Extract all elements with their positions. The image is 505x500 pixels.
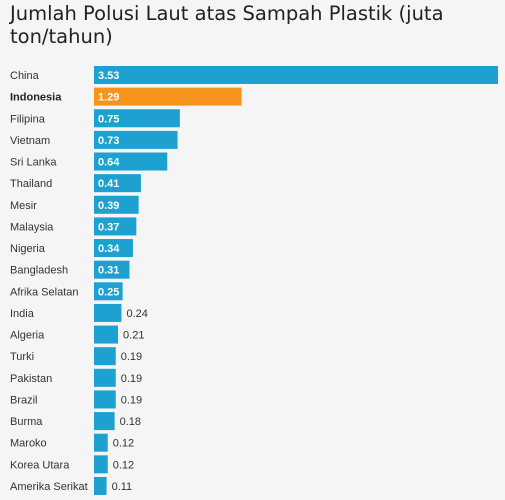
category-label-indonesia: Indonesia [10, 92, 62, 104]
category-label-mesir: Mesir [10, 200, 37, 212]
category-label-china: China [10, 70, 40, 82]
value-label-vietnam: 0.73 [98, 135, 119, 147]
category-label-india: India [10, 308, 35, 320]
bar-vietnam [94, 130, 178, 149]
value-label-amerika-serikat: 0.11 [112, 481, 133, 493]
category-label-brazil: Brazil [10, 394, 38, 406]
value-label-nigeria: 0.34 [98, 243, 120, 255]
value-label-brazil: 0.19 [121, 394, 142, 406]
category-label-maroko: Maroko [10, 438, 47, 450]
value-label-afrika-selatan: 0.25 [98, 286, 119, 298]
value-label-turki: 0.19 [121, 351, 142, 363]
value-label-burma: 0.18 [120, 416, 141, 428]
category-label-thailand: Thailand [10, 178, 52, 190]
bar-korea-utara [94, 455, 108, 474]
category-label-burma: Burma [10, 416, 43, 428]
value-label-pakistan: 0.19 [121, 373, 142, 385]
value-label-malaysia: 0.37 [98, 221, 119, 233]
category-label-nigeria: Nigeria [10, 243, 46, 255]
bar-china [94, 66, 498, 84]
bar-afrika-selatan [94, 282, 123, 301]
chart-title: Jumlah Polusi Laut atas Sampah Plastik (… [10, 2, 444, 48]
category-label-filipina: Filipina [10, 113, 46, 125]
value-label-china: 3.53 [98, 70, 119, 82]
category-label-afrika-selatan: Afrika Selatan [10, 286, 78, 298]
category-label-bangladesh: Bangladesh [10, 265, 68, 277]
category-label-amerika-serikat: Amerika Serikat [10, 481, 88, 493]
value-label-mesir: 0.39 [98, 200, 119, 212]
category-label-vietnam: Vietnam [10, 135, 50, 147]
bar-mesir [94, 195, 139, 214]
bar-algeria [94, 325, 119, 344]
bar-brazil [94, 390, 116, 409]
value-label-korea-utara: 0.12 [113, 459, 134, 471]
value-label-maroko: 0.12 [113, 438, 134, 450]
category-label-malaysia: Malaysia [10, 221, 54, 233]
bar-india [94, 303, 122, 322]
value-label-algeria: 0.21 [123, 330, 144, 342]
value-label-sri-lanka: 0.64 [98, 157, 120, 169]
bar-burma [94, 412, 115, 431]
category-label-algeria: Algeria [10, 330, 45, 342]
bar-malaysia [94, 217, 137, 236]
value-label-thailand: 0.41 [98, 178, 119, 190]
category-label-pakistan: Pakistan [10, 373, 52, 385]
bar-thailand [94, 174, 141, 193]
bar-indonesia [94, 87, 242, 106]
category-label-korea-utara: Korea Utara [10, 459, 70, 471]
bar-amerika-serikat [94, 476, 107, 495]
bar-filipina [94, 109, 180, 128]
category-label-turki: Turki [10, 351, 34, 363]
category-label-sri-lanka: Sri Lanka [10, 157, 57, 169]
bar-maroko [94, 433, 108, 452]
value-label-indonesia: 1.29 [98, 92, 119, 104]
value-label-filipina: 0.75 [98, 113, 119, 125]
bar-bangladesh [94, 260, 130, 279]
bar-sri-lanka [94, 152, 168, 171]
bar-pakistan [94, 368, 116, 387]
bar-turki [94, 347, 116, 366]
value-label-bangladesh: 0.31 [98, 265, 119, 277]
value-label-india: 0.24 [126, 308, 147, 320]
bar-nigeria [94, 239, 133, 258]
